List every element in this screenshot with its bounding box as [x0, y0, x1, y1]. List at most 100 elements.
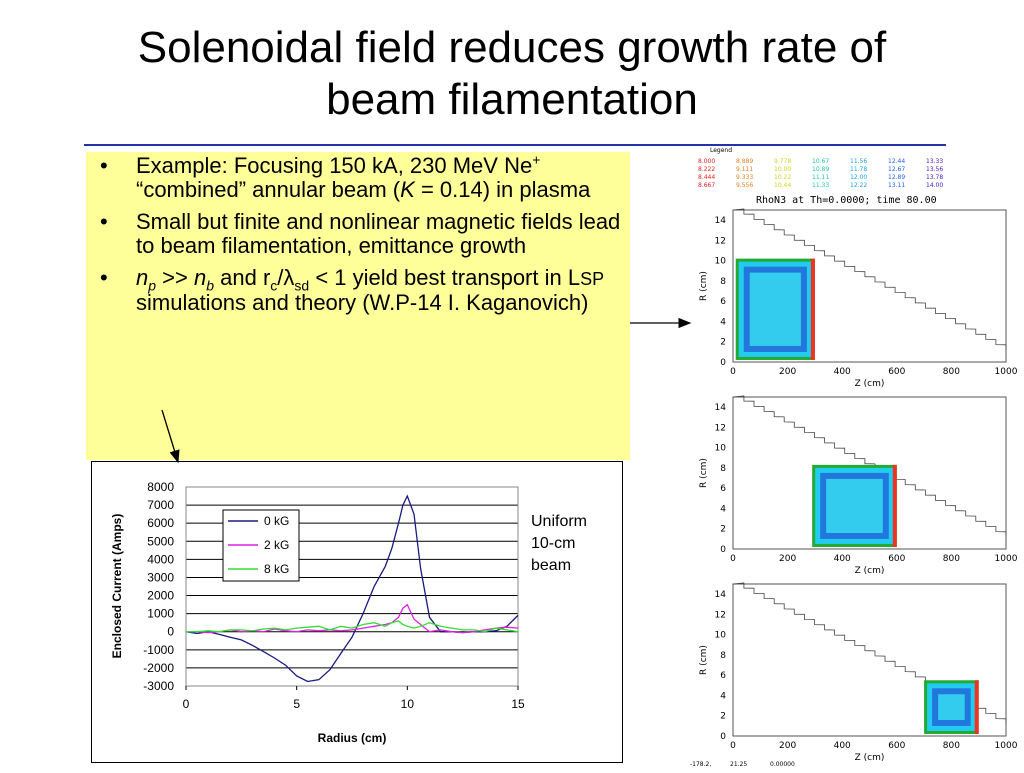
sim-legend-value: 11.56	[850, 158, 867, 165]
sim-y-tick: 10	[715, 257, 727, 267]
sim-legend-value: 9.111	[736, 166, 753, 173]
sim-y-tick: 14	[715, 590, 727, 600]
sim-y-tick: 0	[720, 732, 726, 742]
sim-y-tick: 12	[715, 610, 726, 620]
sim-beam-edge	[892, 464, 897, 547]
sim-y-tick: 0	[720, 545, 726, 555]
sim-y-tick: 2	[720, 712, 726, 722]
note-line-3: beam	[531, 557, 572, 574]
sim-legend-value: 11.33	[812, 182, 829, 189]
x-tick-label: 0	[183, 697, 190, 711]
uniform-beam-note: Uniform 10-cm beam	[531, 511, 587, 577]
slide-title: Solenoidal field reduces growth rate of …	[40, 22, 984, 126]
sim-x-label: Z (cm)	[855, 753, 885, 763]
sim-x-tick: 0	[730, 554, 736, 564]
x-tick-label: 5	[293, 697, 300, 711]
chart-svg: 8000 7000 6000 5000 4000 3000 2000 1000 0 -1000 -2…	[110, 480, 525, 745]
sim-footer-value: 21.25	[730, 761, 747, 768]
slide-title-line1: Solenoidal field reduces growth rate of	[137, 23, 887, 72]
sim-legend-value: 9.333	[736, 174, 753, 181]
bullet-item-2: Small but finite and nonlinear magnetic …	[100, 210, 622, 258]
sim-x-label: Z (cm)	[855, 566, 885, 576]
y-tick-label: 2000	[147, 589, 174, 603]
sim-legend-value: 8.667	[698, 182, 715, 189]
sim-legend-value: 8.000	[698, 158, 715, 165]
sim-x-tick: 800	[943, 367, 960, 377]
sim-y-tick: 6	[720, 671, 726, 681]
sim-y-tick: 6	[720, 484, 726, 494]
sim-legend-title: Legend	[710, 147, 732, 154]
y-tick-label: 4000	[147, 552, 174, 566]
sim-x-tick: 800	[943, 554, 960, 564]
sim-y-label: R (cm)	[699, 645, 709, 675]
sim-x-tick: 1000	[995, 367, 1018, 377]
sim-y-tick: 2	[720, 525, 726, 535]
y-tick-label: -2000	[143, 661, 174, 675]
note-line-1: Uniform	[531, 513, 588, 530]
sim-legend-value: 13.11	[888, 182, 905, 189]
legend-label: 0 kG	[264, 514, 289, 528]
sim-legend-value: 10.00	[774, 166, 791, 173]
plot-area	[185, 486, 519, 687]
sim-y-tick: 2	[720, 338, 726, 348]
y-tick-label: 7000	[147, 498, 174, 512]
sim-legend-value: 10.67	[812, 158, 829, 165]
enclosed-current-chart: 8000 7000 6000 5000 4000 3000 2000 1000 0 -1000 -2…	[91, 461, 623, 763]
sim-y-tick: 4	[720, 317, 726, 327]
y-tick-label: 1000	[147, 607, 174, 621]
sim-x-tick: 200	[779, 554, 796, 564]
sim-x-tick: 600	[888, 367, 905, 377]
x-axis-label: Radius (cm)	[318, 731, 387, 745]
sim-footer-value: -178.2,	[690, 761, 711, 768]
sim-legend-value: 12.89	[888, 174, 905, 181]
sim-x-tick: 400	[834, 741, 851, 751]
series-line-2-kG	[186, 603, 519, 634]
sim-x-tick: 200	[779, 741, 796, 751]
sim-legend-value: 11.78	[850, 166, 867, 173]
sim-beam-inner	[938, 694, 965, 720]
sim-y-tick: 12	[715, 423, 726, 433]
sim-beam-inner	[826, 478, 883, 533]
bullet-box: Example: Focusing 150 kA, 230 MeV Ne+ “c…	[86, 152, 630, 460]
sim-legend-value: 13.33	[926, 158, 943, 165]
sim-footer-value: 0.00000	[770, 761, 795, 768]
series-line-8-kG	[186, 620, 519, 633]
y-tick-label: 6000	[147, 516, 174, 530]
note-line-2: 10-cm	[531, 535, 576, 552]
sim-x-tick: 1000	[995, 741, 1018, 751]
sim-beam-inner	[749, 272, 801, 346]
y-tick-label: -3000	[143, 679, 174, 693]
sim-x-tick: 600	[888, 554, 905, 564]
y-tick-label: 0	[167, 625, 174, 639]
sim-y-tick: 10	[715, 444, 727, 454]
sim-x-tick: 0	[730, 367, 736, 377]
sim-legend-value: 10.44	[774, 182, 791, 189]
sim-legend-value: 9.778	[774, 158, 791, 165]
sim-legend-value: 11.11	[812, 174, 829, 181]
sim-legend-value: 13.78	[926, 174, 943, 181]
sim-legend-value: 8.222	[698, 166, 715, 173]
sim-y-tick: 4	[720, 504, 726, 514]
sim-x-tick: 0	[730, 741, 736, 751]
sim-y-tick: 4	[720, 691, 726, 701]
y-tick-label: 3000	[147, 570, 174, 584]
x-tick-label: 15	[511, 697, 525, 711]
sim-x-tick: 400	[834, 367, 851, 377]
sim-y-tick: 8	[720, 277, 726, 287]
sim-boundary	[732, 208, 1007, 350]
sim-y-tick: 10	[715, 631, 727, 641]
slide-title-line2: beam filamentation	[326, 75, 698, 124]
sim-y-tick: 6	[720, 297, 726, 307]
y-tick-label: 8000	[147, 480, 174, 494]
sim-legend-value: 13.56	[926, 166, 943, 173]
sim-x-tick: 600	[888, 741, 905, 751]
sim-y-tick: 0	[720, 358, 726, 368]
sim-legend-value: 9.556	[736, 182, 753, 189]
sim-legend-value: 8.889	[736, 158, 753, 165]
sim-y-tick: 14	[715, 216, 727, 226]
sim-y-label: R (cm)	[699, 458, 709, 488]
sim-legend-value: 14.00	[926, 182, 943, 189]
sim-y-tick: 8	[720, 464, 726, 474]
